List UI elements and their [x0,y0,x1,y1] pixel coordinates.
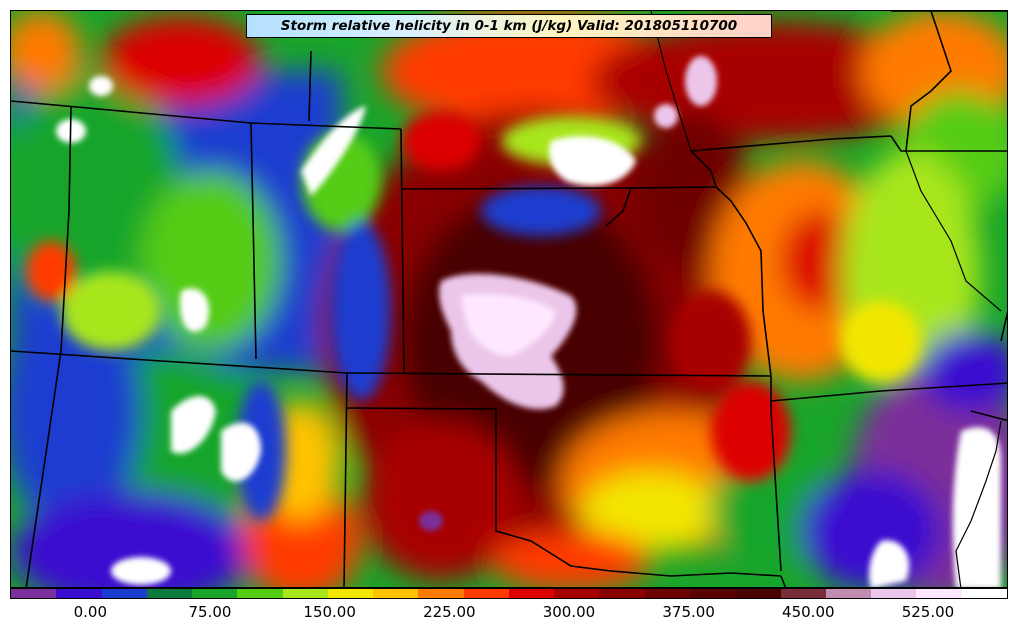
map-title: Storm relative helicity in 0-1 km (J/kg)… [280,18,738,34]
helicity-field [11,11,1007,587]
colorbar-segment [508,589,555,598]
colorbar-segment [463,589,509,598]
helicity-peaks [56,56,1001,587]
colorbar-segment [644,589,690,598]
colorbar-tick-label: 300.00 [542,603,596,621]
colorbar-tick-label: 75.00 [188,603,232,621]
colorbar-tick-label: 150.00 [303,603,356,621]
colorbar-tick-labels: 0.00 75.00 150.00 225.00 300.00 375.00 450.00 5… [10,599,1008,633]
state-boundaries [11,11,1007,587]
colorbar-segment [146,589,193,598]
colorbar-segment [327,589,374,598]
colorbar-segment [11,589,57,598]
colorbar-segment [825,589,872,598]
colorbar-segment [101,589,147,598]
colorbar-tick-label: 450.00 [782,603,835,621]
colorbar-tick-label: 375.00 [662,603,715,621]
colorbar-tick-label: 0.00 [73,603,108,621]
colorbar-segment [599,589,645,598]
colorbar-segment [735,589,781,598]
colorbar-segment [689,589,736,598]
colorbar-tick-label: 225.00 [423,603,476,621]
colorbar-segment [554,589,600,598]
colorbar-segment [961,589,1007,598]
colorbar-segment [237,589,283,598]
map-title-box: Storm relative helicity in 0-1 km (J/kg)… [246,14,772,38]
colorbar-segment [780,589,826,598]
helicity-map [10,10,1008,588]
colorbar-segment [192,589,238,598]
colorbar-segment [418,589,464,598]
colorbar-tick-label: 525.00 [901,603,955,621]
colorbar-segment [373,589,419,598]
colorbar-segment [916,589,962,598]
colorbar-segment [56,589,102,598]
colorbar [10,588,1008,599]
colorbar-segment [871,589,917,598]
colorbar-segment [282,589,328,598]
